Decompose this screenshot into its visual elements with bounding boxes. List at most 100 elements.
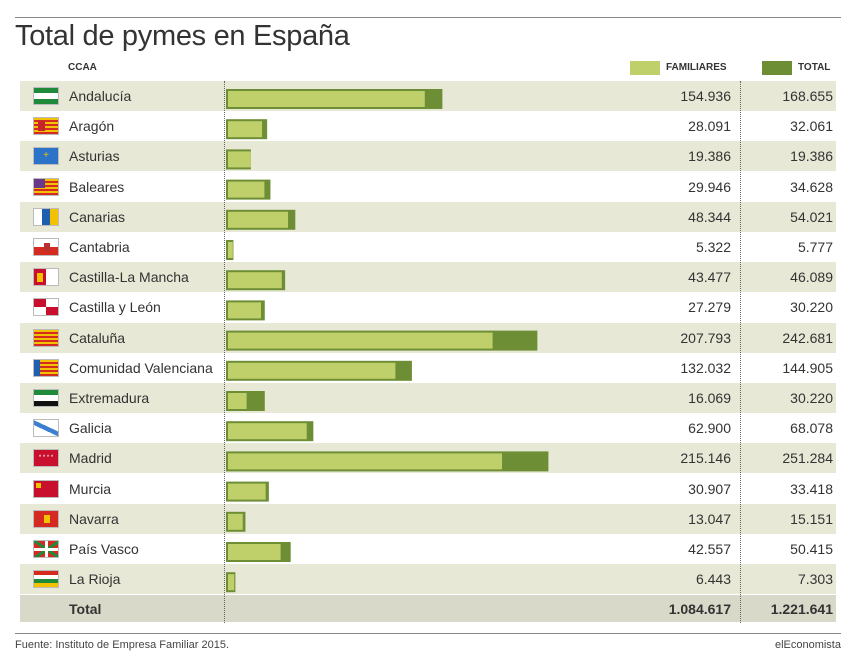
bar-familiares-0 [228, 91, 425, 107]
cantabria-flag [33, 238, 59, 256]
total-value: 251.284 [782, 450, 833, 467]
table-row: La Rioja 6.443 7.303 [20, 564, 836, 595]
total-value: 33.418 [790, 480, 833, 497]
region-name: Extremadura [69, 390, 150, 406]
familiares-value: 154.936 [680, 88, 731, 104]
table-row: Canarias 48.344 54.021 [20, 201, 836, 232]
table-row: Galicia 62.900 68.078 [20, 413, 836, 443]
familiares-value: 28.091 [688, 118, 731, 135]
bar-familiares-5 [228, 242, 233, 258]
galicia-flag [33, 419, 59, 438]
familiares-value: 19.386 [688, 148, 731, 165]
cataluna-flag [33, 328, 59, 347]
table-row: Castilla-La Mancha 43.477 46.089 [20, 262, 836, 293]
region-name: Canarias [69, 208, 126, 225]
table-row: Cantabria 5.322 5.777 [20, 232, 836, 262]
bar-familiares-11 [228, 423, 307, 440]
total-value: 19.386 [790, 148, 833, 165]
brand-label: elEconomista [774, 639, 841, 651]
bar-familiares-2 [228, 151, 251, 168]
comunidad-valenciana-flag [33, 358, 59, 377]
pais-vasco-flag [33, 540, 59, 558]
canarias-flag [33, 207, 59, 226]
familiares-value: 16.069 [688, 390, 731, 406]
chart-title: Total de pymes en España [15, 20, 350, 52]
bottom-rule [15, 633, 841, 634]
bar-familiares-4 [228, 211, 289, 228]
region-name: Comunidad Valenciana [69, 359, 213, 376]
navarra-flag [33, 509, 59, 528]
total-row: Total 1.084.617 1.221.641 [20, 595, 836, 622]
total-value: 168.655 [782, 88, 833, 104]
familiares-value: 5.322 [695, 239, 731, 255]
region-name: Murcia [69, 480, 112, 497]
total-value: 34.628 [790, 178, 833, 195]
legend-label-total: TOTAL [798, 62, 831, 73]
murcia-flag [33, 479, 59, 498]
source-note: Fuente: Instituto de Empresa Familiar 20… [15, 639, 229, 651]
table-row: Aragón 28.091 32.061 [20, 111, 836, 141]
extremadura-flag [33, 389, 59, 407]
total-value: 30.220 [790, 390, 833, 406]
divider-left [224, 81, 225, 623]
total-label: Total [69, 601, 102, 617]
total-value: 15.151 [790, 510, 833, 527]
divider-right [740, 81, 741, 623]
table-row: Baleares 29.946 34.628 [20, 172, 836, 202]
familiares-value: 132.032 [680, 359, 731, 376]
familiares-value: 48.344 [688, 208, 731, 225]
familiares-value: 30.907 [688, 480, 731, 497]
bar-familiares-13 [228, 483, 266, 500]
familiares-value: 27.279 [688, 299, 731, 316]
table-row: País Vasco 42.557 50.415 [20, 534, 836, 564]
bar-familiares-14 [228, 513, 243, 530]
familiares-value: 42.557 [688, 541, 731, 557]
bar-familiares-12 [228, 453, 503, 470]
header-ccaa: CCAA [68, 62, 97, 73]
familiares-value: 62.900 [688, 420, 731, 437]
familiares-value: 13.047 [688, 510, 731, 527]
bar-familiares-15 [228, 544, 281, 560]
region-name: Galicia [69, 420, 112, 437]
region-name: Castilla y León [69, 299, 161, 316]
bar-familiares-10 [228, 393, 247, 409]
total-value: 46.089 [790, 269, 833, 286]
familiares-value: 29.946 [688, 178, 731, 195]
table-row: Comunidad Valenciana 132.032 144.905 [20, 353, 836, 383]
region-name: Baleares [69, 178, 125, 195]
legend-swatch-total [762, 61, 792, 75]
total-value: 50.415 [790, 541, 833, 557]
region-name: Castilla-La Mancha [69, 269, 189, 286]
bar-familiares-16 [228, 574, 235, 591]
total-familiares: 1.084.617 [668, 601, 731, 617]
region-name: Madrid [69, 450, 112, 467]
bar-familiares-1 [228, 121, 263, 138]
total-value: 68.078 [790, 420, 833, 437]
bar-familiares-8 [228, 332, 493, 349]
table-row: Extremadura 16.069 30.220 [20, 383, 836, 413]
total-value: 5.777 [797, 239, 833, 255]
table-row: Murcia 30.907 33.418 [20, 474, 836, 504]
top-rule [15, 17, 841, 18]
region-name: La Rioja [69, 571, 121, 588]
familiares-value: 207.793 [680, 329, 731, 346]
andalucia-flag [33, 87, 59, 105]
bar-familiares-7 [228, 302, 261, 319]
familiares-value: 6.443 [695, 571, 731, 588]
familiares-value: 215.146 [680, 450, 731, 467]
region-name: País Vasco [69, 541, 139, 557]
region-name: Cataluña [69, 329, 126, 346]
table-row: Navarra 13.047 15.151 [20, 503, 836, 534]
castilla-la-mancha-flag [33, 268, 59, 287]
legend-swatch-familiares [630, 61, 660, 75]
asturias-flag: + [33, 147, 59, 166]
castilla-y-leon-flag [33, 298, 59, 317]
total-value: 32.061 [790, 118, 833, 135]
total-value: 7.303 [797, 571, 833, 588]
bar-familiares-3 [228, 181, 265, 198]
la-rioja-flag [33, 570, 59, 589]
legend-label-familiares: FAMILIARES [666, 62, 727, 73]
total-value: 242.681 [782, 329, 833, 346]
total-value: 144.905 [782, 359, 833, 376]
